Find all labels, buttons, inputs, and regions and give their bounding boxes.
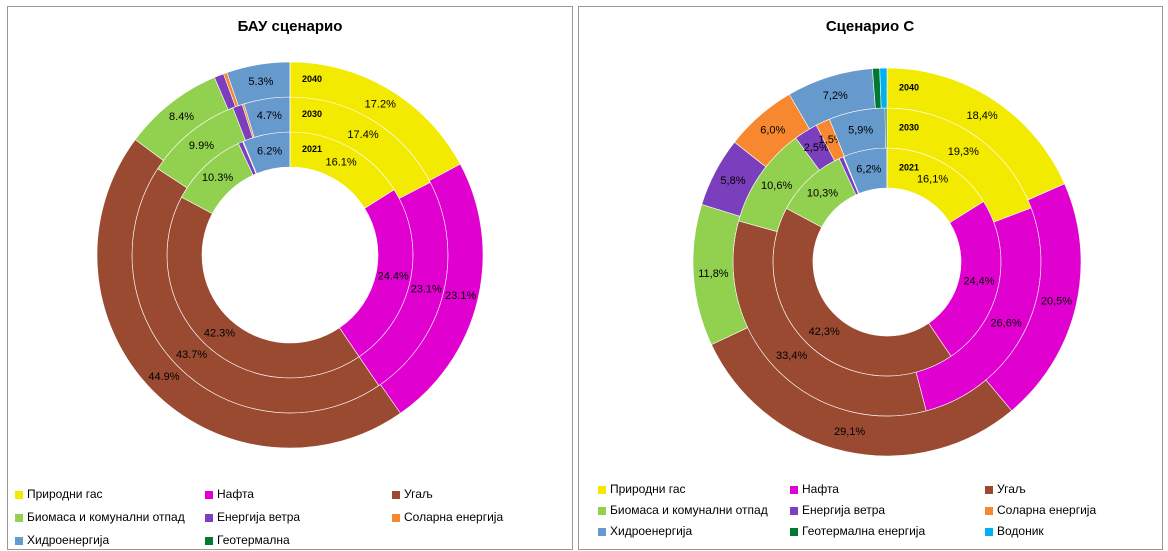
legend-swatch bbox=[392, 514, 400, 522]
data-label: 18,4% bbox=[966, 110, 997, 122]
legend-swatch bbox=[205, 537, 213, 545]
data-label: 16,1% bbox=[917, 174, 948, 186]
legend-swatch bbox=[15, 514, 23, 522]
data-label: 42,3% bbox=[809, 326, 840, 338]
data-label: 5,8% bbox=[720, 175, 745, 187]
data-label: 6,0% bbox=[760, 125, 785, 137]
data-label: 19,3% bbox=[948, 146, 979, 158]
data-label: 23.1% bbox=[411, 283, 442, 295]
ring-label: 2030 bbox=[899, 122, 919, 132]
legend-swatch bbox=[985, 507, 993, 515]
donut-slice bbox=[879, 67, 888, 109]
legend-label: Хидроенергија bbox=[27, 533, 109, 547]
legend-label: Геотермална енергија bbox=[802, 524, 925, 538]
legend-swatch bbox=[790, 486, 798, 494]
data-label: 2,5% bbox=[804, 142, 829, 154]
legend-swatch bbox=[985, 528, 993, 536]
legend-swatch bbox=[985, 486, 993, 494]
data-label: 24,4% bbox=[963, 275, 994, 287]
donut-slice bbox=[96, 139, 401, 449]
legend-label: Нафта bbox=[217, 487, 254, 501]
data-label: 10,3% bbox=[807, 188, 838, 200]
legend-label: Водоник bbox=[997, 524, 1044, 538]
data-label: 11,8% bbox=[698, 268, 729, 280]
data-label: 17.2% bbox=[365, 98, 396, 110]
legend-label: Биомаса и комунални отпад bbox=[610, 503, 768, 517]
data-label: 10.3% bbox=[202, 172, 233, 184]
chart-title: БАУ сценарио bbox=[238, 18, 343, 35]
ring-label: 2021 bbox=[899, 162, 919, 172]
data-label: 5,9% bbox=[848, 125, 873, 137]
legend-swatch bbox=[205, 491, 213, 499]
legend-swatch bbox=[790, 528, 798, 536]
data-label: 8.4% bbox=[169, 111, 194, 123]
legend-label: Енергија ветра bbox=[217, 510, 300, 524]
ring-label: 2040 bbox=[302, 74, 322, 84]
data-label: 6.2% bbox=[257, 145, 282, 157]
data-label: 33,4% bbox=[776, 350, 807, 362]
legend-label: Природни гас bbox=[610, 482, 686, 496]
chart-title: Сценарио C bbox=[826, 18, 915, 35]
data-label: 23.1% bbox=[445, 290, 476, 302]
data-label: 5.3% bbox=[248, 76, 273, 88]
data-label: 6,2% bbox=[856, 164, 881, 176]
data-label: 16.1% bbox=[326, 157, 357, 169]
legend-label: Нафта bbox=[802, 482, 839, 496]
legend-label: Угаљ bbox=[997, 482, 1026, 496]
legend-label: Угаљ bbox=[404, 487, 433, 501]
legend-swatch bbox=[392, 491, 400, 499]
data-label: 44.9% bbox=[148, 371, 179, 383]
data-label: 20,5% bbox=[1041, 295, 1072, 307]
legend-label: Хидроенергија bbox=[610, 524, 692, 538]
data-label: 24.4% bbox=[378, 271, 409, 283]
legend-label: Природни гас bbox=[27, 487, 103, 501]
legend-swatch bbox=[790, 507, 798, 515]
legend-swatch bbox=[15, 537, 23, 545]
data-label: 29,1% bbox=[834, 426, 865, 438]
legend-swatch bbox=[205, 514, 213, 522]
data-label: 42.3% bbox=[204, 327, 235, 339]
legend-label: Енергија ветра bbox=[802, 503, 885, 517]
legend-label: Геотермална bbox=[217, 533, 290, 547]
data-label: 9.9% bbox=[189, 140, 214, 152]
ring-label: 2030 bbox=[302, 109, 322, 119]
legend-swatch bbox=[598, 528, 606, 536]
legend-label: Соларна енергија bbox=[404, 510, 503, 524]
ring-label: 2021 bbox=[302, 144, 322, 154]
data-label: 4.7% bbox=[257, 110, 282, 122]
data-label: 7,2% bbox=[823, 90, 848, 102]
legend-swatch bbox=[598, 507, 606, 515]
data-label: 26,6% bbox=[990, 317, 1021, 329]
ring-label: 2040 bbox=[899, 82, 919, 92]
legend-swatch bbox=[15, 491, 23, 499]
data-label: 17.4% bbox=[347, 129, 378, 141]
legend-label: Биомаса и комунални отпад bbox=[27, 510, 185, 524]
data-label: 43.7% bbox=[176, 349, 207, 361]
data-label: 10,6% bbox=[761, 180, 792, 192]
legend-label: Соларна енергија bbox=[997, 503, 1096, 517]
legend-swatch bbox=[598, 486, 606, 494]
